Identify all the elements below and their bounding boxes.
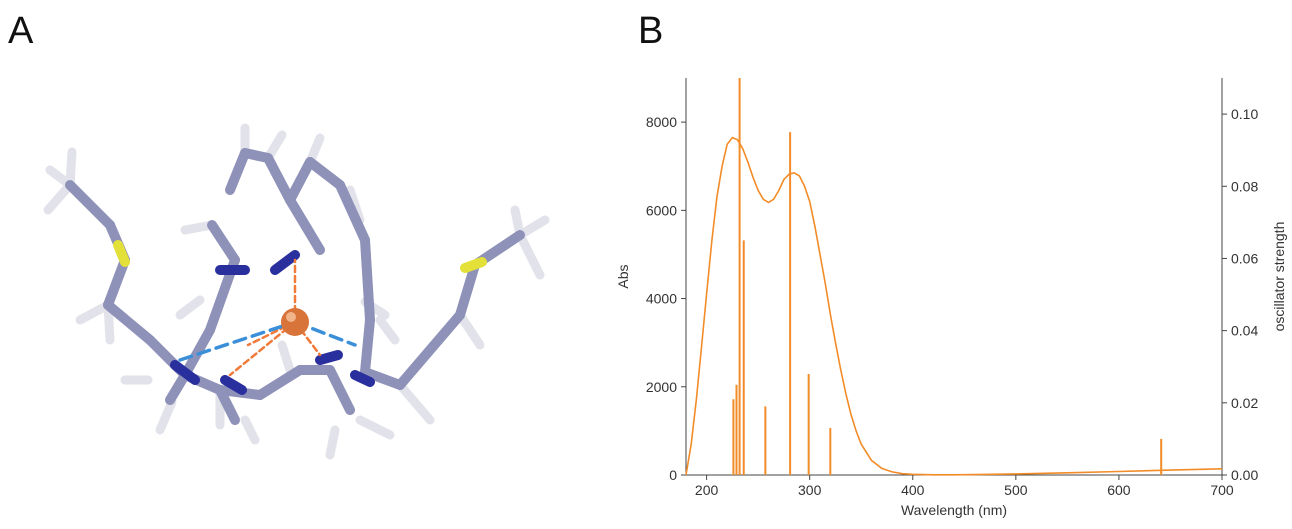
x-tick-label: 400 (901, 482, 925, 498)
molecule-model (43, 123, 550, 460)
carbon-skeleton-group (65, 148, 525, 425)
x-axis-title: Wavelength (nm) (901, 502, 1007, 518)
y2-tick-label: 0.10 (1231, 106, 1258, 122)
uv-vis-chart: 200 300 400 500 600 700 0 2000 4000 6000 8000 0.00 0… (615, 78, 1287, 518)
metal-atom (281, 308, 309, 336)
oscillator-sticks (732, 78, 1163, 475)
sulfur-bonds-group (113, 240, 487, 273)
y-tick-label: 8000 (646, 114, 677, 130)
x-tick-label: 600 (1107, 482, 1131, 498)
metal-atom-highlight (286, 312, 296, 322)
x-tick-label: 500 (1004, 482, 1028, 498)
y2-tick-label: 0.00 (1231, 467, 1258, 483)
panel-label-b: B (638, 10, 664, 52)
y-tick-label: 0 (669, 467, 677, 483)
y-tick-label: 6000 (646, 202, 677, 218)
y2-tick-label: 0.06 (1231, 250, 1258, 266)
chart-axes: 200 300 400 500 600 700 0 2000 4000 6000 8000 0.00 0… (646, 78, 1258, 498)
x-tick-label: 200 (695, 482, 719, 498)
panel-label-a: A (8, 10, 34, 52)
y-tick-label: 4000 (646, 291, 677, 307)
y-axis-title: Abs (615, 264, 631, 288)
x-tick-label: 300 (798, 482, 822, 498)
x-tick-label: 700 (1210, 482, 1234, 498)
absorbance-line (685, 136, 1223, 476)
y-tick-label: 2000 (646, 379, 677, 395)
y2-tick-label: 0.02 (1231, 395, 1258, 411)
nitrogen-bonds-group (170, 250, 375, 395)
y2-axis-title: oscillator strength (1271, 222, 1287, 332)
y2-tick-label: 0.04 (1231, 323, 1258, 339)
y2-tick-label: 0.08 (1231, 178, 1258, 194)
